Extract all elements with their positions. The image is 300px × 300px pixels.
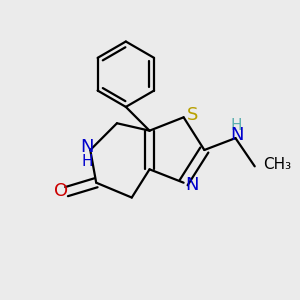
Text: N: N	[185, 176, 199, 194]
Text: H: H	[231, 118, 242, 133]
Text: O: O	[54, 182, 68, 200]
Text: N: N	[81, 138, 94, 156]
Text: H: H	[82, 154, 93, 169]
Text: CH₃: CH₃	[263, 158, 291, 172]
Text: N: N	[230, 126, 243, 144]
Text: S: S	[187, 106, 198, 124]
